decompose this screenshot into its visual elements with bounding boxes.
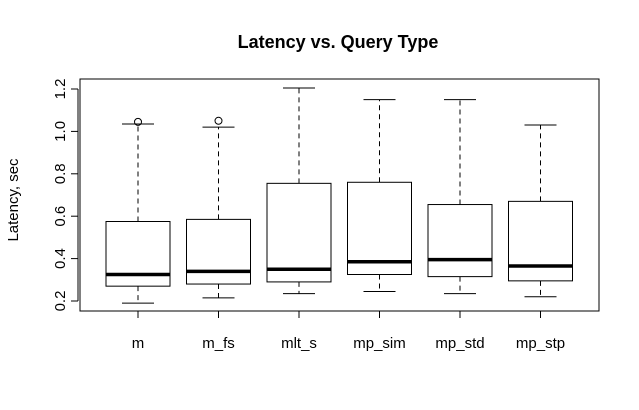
y-axis-label: Latency, sec	[5, 158, 22, 242]
box-mp_sim	[347, 99, 412, 292]
boxes-group	[105, 87, 573, 304]
y-tick-label: 1.2	[52, 79, 69, 100]
x-axis: m m_fs mlt_s mp_sim mp_std mp_stp	[132, 310, 565, 352]
iqr-box	[508, 200, 573, 282]
box-m_fs	[186, 116, 251, 299]
x-tick-label: mlt_s	[281, 335, 317, 352]
y-axis: 0.2 0.4 0.6 0.8 1.0 1.2	[52, 79, 79, 312]
box-mp_std	[427, 99, 493, 295]
x-tick-label: m	[132, 335, 145, 352]
iqr-box	[266, 182, 332, 283]
x-tick-label: mp_stp	[516, 335, 565, 352]
box-m	[105, 117, 171, 304]
outlier-point	[134, 117, 142, 126]
outlier-point	[214, 116, 223, 125]
x-tick-label: m_fs	[202, 335, 235, 352]
y-tick-label: 0.2	[52, 291, 69, 312]
chart-title: Latency vs. Query Type	[238, 32, 439, 52]
x-tick-label: mp_std	[435, 335, 484, 352]
y-tick-label: 0.6	[52, 206, 69, 227]
box-mlt_s	[266, 87, 332, 295]
iqr-box	[427, 204, 493, 278]
x-tick-label: mp_sim	[353, 335, 406, 352]
y-tick-label: 0.4	[52, 248, 69, 269]
box-mp_stp	[508, 124, 573, 298]
iqr-box	[347, 181, 412, 275]
y-tick-label: 0.8	[52, 163, 69, 184]
iqr-box	[105, 221, 171, 287]
iqr-box	[186, 218, 251, 285]
y-tick-label: 1.0	[52, 121, 69, 142]
